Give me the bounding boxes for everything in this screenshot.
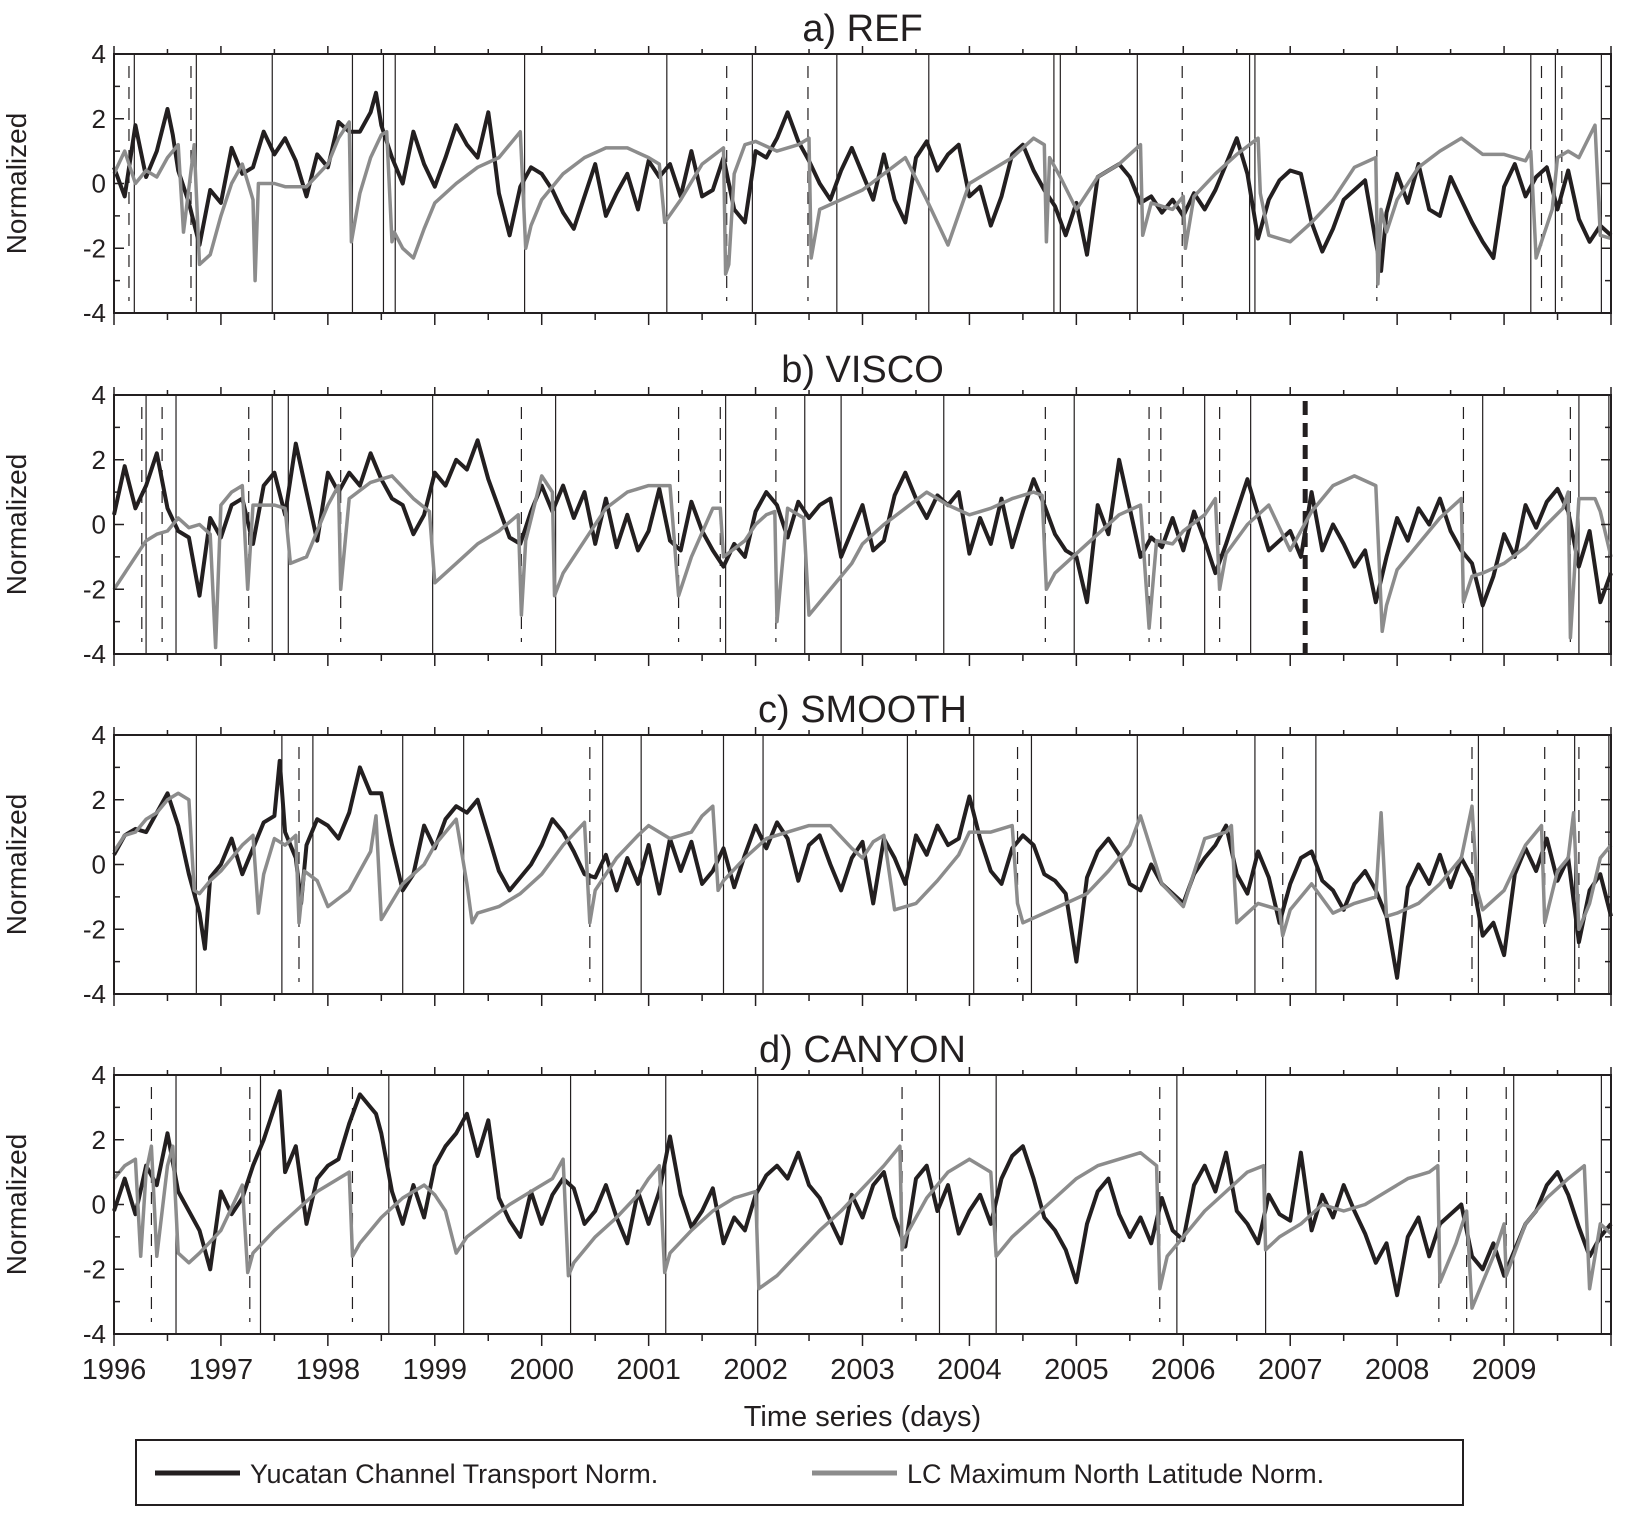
y-tick-label: -4 [83, 1319, 106, 1349]
x-tick-label: 2001 [616, 1354, 681, 1386]
y-axis-label: Normalized [1, 113, 32, 255]
y-tick-label: 0 [92, 850, 106, 880]
x-tick-label: 2003 [830, 1354, 895, 1386]
plot-frame [113, 53, 1612, 314]
y-tick-label: -2 [83, 233, 106, 263]
legend: Yucatan Channel Transport Norm. LC Maxim… [135, 1439, 1464, 1506]
series-line-yucatan-transport [112, 438, 1613, 608]
series-line-yucatan-transport [112, 758, 1613, 980]
y-tick-label: 2 [92, 1125, 106, 1155]
x-tick-label: 2005 [1044, 1354, 1109, 1386]
y-tick-label: 2 [92, 785, 106, 815]
x-tick-label: 1999 [403, 1354, 468, 1386]
panels: a) REF -4 -2 0 2 4 Normalized b) VISCO -4 -2 0 2 4 No… [1, 8, 1613, 1386]
panel-2: b) VISCO -4 -2 0 2 4 Normalized [1, 349, 1613, 669]
x-tick-label: 2006 [1151, 1354, 1216, 1386]
series-line-lc-max-latitude [112, 120, 1612, 286]
panel-title: c) SMOOTH [758, 689, 967, 731]
legend-label-yucatan: Yucatan Channel Transport Norm. [250, 1459, 658, 1489]
x-tick-label: 2008 [1365, 1354, 1430, 1386]
panel-1: a) REF -4 -2 0 2 4 Normalized [1, 8, 1613, 328]
x-axis-label: Time series (days) [744, 1401, 981, 1433]
y-axis-label: Normalized [1, 794, 32, 936]
series-line-lc-max-latitude [112, 474, 1613, 650]
x-tick-label: 2002 [723, 1354, 788, 1386]
panel-title: b) VISCO [781, 349, 944, 391]
plot-frame [113, 1074, 1612, 1335]
series-line-lc-max-latitude [112, 1144, 1613, 1310]
panel-3: c) SMOOTH -4 -2 0 2 4 Normalized [1, 689, 1613, 1009]
series-line-yucatan-transport [112, 1089, 1613, 1298]
x-tick-label: 2007 [1258, 1354, 1323, 1386]
y-axis-label: Normalized [1, 1134, 32, 1276]
y-tick-label: 0 [92, 169, 106, 199]
y-tick-label: 2 [92, 104, 106, 134]
y-tick-label: 4 [92, 720, 106, 750]
plot-frame [113, 734, 1612, 995]
panel-title: d) CANYON [759, 1029, 966, 1071]
y-axis-label: Normalized [1, 454, 32, 596]
y-tick-label: -4 [83, 979, 106, 1009]
legend-label-lc-latitude: LC Maximum North Latitude Norm. [907, 1459, 1324, 1489]
y-tick-label: -2 [83, 914, 106, 944]
y-tick-label: 4 [92, 380, 106, 410]
panel-4: d) CANYON -4 -2 0 2 4 Normalized [1, 1029, 1613, 1349]
series-line-yucatan-transport [112, 90, 1613, 273]
x-tick-label: 2004 [937, 1354, 1002, 1386]
y-tick-label: 0 [92, 510, 106, 540]
y-tick-label: 4 [92, 39, 106, 69]
y-tick-label: -4 [83, 298, 106, 328]
y-tick-label: -2 [83, 1254, 106, 1284]
y-tick-label: -4 [83, 639, 106, 669]
x-tick-label: 1996 [82, 1354, 147, 1386]
y-tick-label: 4 [92, 1060, 106, 1090]
legend-frame [135, 1439, 1464, 1506]
x-tick-label: 1998 [296, 1354, 361, 1386]
y-tick-label: 2 [92, 445, 106, 475]
y-tick-label: -2 [83, 574, 106, 604]
panel-title: a) REF [802, 8, 922, 50]
x-tick-label: 2009 [1472, 1354, 1537, 1386]
series-line-lc-max-latitude [112, 791, 1613, 938]
y-tick-label: 0 [92, 1190, 106, 1220]
x-tick-label: 1997 [189, 1354, 254, 1386]
x-tick-label: 2000 [509, 1354, 574, 1386]
